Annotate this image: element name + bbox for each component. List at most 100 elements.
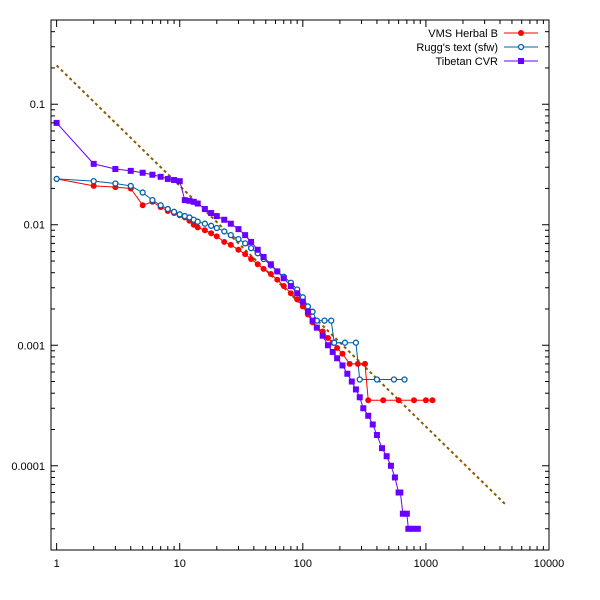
ruggs-text-point (373, 376, 381, 383)
tibetan-cvr-point (267, 261, 274, 268)
vms-herbal-b-point (287, 290, 294, 297)
ruggs-text-point (328, 317, 335, 324)
tibetan-cvr-point (313, 324, 320, 331)
tibetan-cvr-point (260, 253, 267, 260)
legend-marker-ruggs-text (517, 43, 525, 51)
ruggs-text-point (227, 231, 234, 239)
vms-herbal-b-point (395, 397, 402, 404)
tibetan-cvr-point (348, 378, 355, 385)
tibetan-cvr-point (227, 220, 234, 227)
legend-label-ruggs-text: Rugg's text (sfw) (416, 42, 498, 54)
plot-frame (50, 19, 550, 551)
tibetan-cvr-point (373, 432, 380, 439)
y-tick-label: 0.001 (17, 340, 45, 352)
ruggs-text-point (390, 376, 398, 383)
vms-herbal-b-point (221, 238, 228, 245)
tibetan-cvr-point (254, 246, 261, 253)
vms-herbal-b-point (267, 271, 274, 278)
vms-herbal-b-point (294, 296, 301, 303)
vms-herbal-b-point (201, 227, 208, 234)
y-tick-label: 0.1 (30, 99, 45, 111)
ruggs-text-point (401, 376, 408, 383)
ruggs-text-point (356, 376, 363, 383)
vms-herbal-b-point (274, 276, 281, 283)
tibetan-cvr-point (356, 394, 363, 401)
tibetan-cvr-point (164, 175, 171, 182)
ruggs-text-point (112, 180, 119, 187)
vms-herbal-b-point (90, 182, 97, 189)
tibetan-cvr-point (90, 160, 97, 167)
vms-herbal-b-point (422, 397, 429, 404)
ruggs-text-point (247, 244, 255, 252)
vms-herbal-b-point (410, 397, 417, 404)
tibetan-cvr-point (329, 348, 336, 355)
ruggs-text-point (352, 339, 360, 346)
tibetan-cvr-point (112, 166, 119, 173)
axis-ticks: 1 10 100 1000 10000 0.0001 0.001 0.01 0.1 (11, 19, 565, 570)
tibetan-cvr-point (397, 489, 404, 496)
legend-marker-tibetan-cvr (518, 58, 524, 64)
tibetan-cvr-point (409, 525, 416, 532)
vms-herbal-b-point (365, 397, 372, 404)
tibetan-cvr-point (242, 232, 249, 239)
tibetan-cvr-point (208, 210, 215, 217)
tibetan-cvr-point (186, 197, 193, 204)
tibetan-cvr-point (287, 283, 294, 290)
vms-herbal-b-point (235, 246, 242, 253)
tibetan-cvr-point (171, 177, 178, 184)
vms-herbal-b-point (361, 360, 368, 367)
vms-herbal-b-point (339, 350, 346, 357)
tibetan-cvr-point (387, 462, 394, 469)
tibetan-cvr-point (379, 445, 386, 452)
vms-herbal-b-point (227, 241, 234, 248)
vms-herbal-b-point (429, 397, 436, 404)
ruggs-text-point (331, 339, 338, 346)
ruggs-text-point (176, 211, 183, 218)
x-tick-label: 10 (174, 558, 186, 570)
vms-herbal-b-point (260, 265, 267, 272)
tibetan-cvr-point (299, 298, 306, 305)
tibetan-cvr-point (391, 474, 398, 481)
tibetan-cvr-point (53, 119, 60, 126)
tibetan-cvr-point (235, 226, 242, 233)
vms-herbal-b-point (346, 360, 353, 367)
tibetan-cvr-point (176, 178, 183, 185)
tibetan-cvr-point (294, 290, 301, 297)
vms-herbal-b-point (194, 224, 201, 231)
vms-herbal-b-point (139, 202, 146, 209)
tibetan-cvr-point (319, 332, 326, 339)
ruggs-text-point (127, 182, 134, 190)
tibetan-cvr-point (127, 167, 134, 174)
ruggs-text-point (235, 235, 242, 243)
ruggs-text-point (53, 175, 60, 183)
tibetan-cvr-point (157, 173, 164, 180)
ruggs-text-point (241, 240, 249, 247)
ruggs-text-point (194, 218, 201, 225)
vms-herbal-b-point (248, 255, 255, 262)
tibetan-cvr-point (339, 362, 346, 369)
x-tick-label: 1 (54, 558, 60, 570)
ruggs-text-point (321, 317, 328, 324)
tibetan-cvr-point (365, 412, 372, 419)
tibetan-cvr-point (181, 197, 188, 204)
legend-label-vms-herbal-b: VMS Herbal B (428, 28, 498, 40)
ruggs-text-point (164, 205, 171, 213)
tibetan-cvr-point (405, 525, 412, 532)
tibetan-cvr-point (201, 206, 208, 213)
ruggs-text-point (201, 220, 208, 227)
tibetan-cvr-point (274, 268, 281, 275)
plot-marks (53, 119, 436, 532)
legend-marker-vms-herbal-b (518, 30, 524, 36)
ruggs-text-point (157, 202, 164, 209)
tibetan-cvr-point (352, 386, 359, 393)
tibetan-cvr-point (280, 275, 287, 282)
legend-label-tibetan-cvr: Tibetan CVR (435, 56, 498, 68)
x-tick-label: 10000 (534, 558, 565, 570)
legend: VMS Herbal B Rugg's text (sfw) Tibetan CVR (416, 28, 538, 68)
tibetan-cvr-point (304, 308, 311, 315)
tibetan-cvr-point (360, 405, 367, 412)
y-tick-label: 0.0001 (11, 461, 45, 473)
ruggs-text-point (90, 178, 97, 185)
vms-herbal-b-point (324, 334, 331, 341)
tibetan-cvr-point (139, 169, 146, 176)
